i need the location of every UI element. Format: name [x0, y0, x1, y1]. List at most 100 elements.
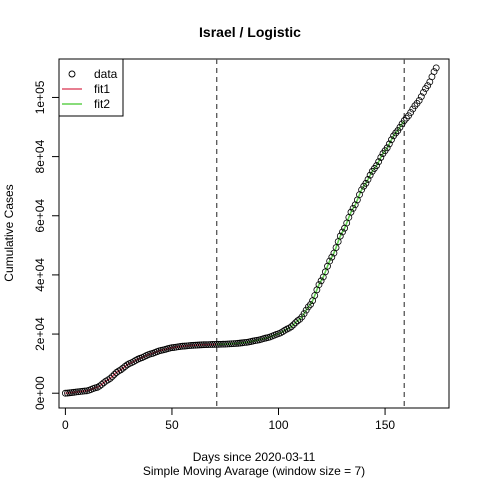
data-point: [66, 389, 74, 397]
data-point: [219, 340, 227, 348]
data-point: [232, 340, 240, 347]
data-point: [417, 93, 425, 101]
data-point: [432, 64, 440, 72]
series-line-fit1: [65, 343, 217, 395]
x-tick-label: 50: [165, 418, 179, 432]
data-point: [392, 129, 400, 137]
legend-label-data: data: [94, 67, 118, 81]
data-point: [241, 339, 248, 346]
data-point: [304, 303, 312, 311]
x-tick-label: 0: [62, 418, 69, 432]
data-point: [68, 389, 76, 396]
data-point: [349, 204, 357, 212]
data-point: [79, 387, 86, 395]
data-point: [119, 364, 127, 372]
series-line-fit2: [216, 120, 405, 346]
series-layer: [61, 64, 440, 397]
data-point: [168, 344, 176, 352]
data-point: [364, 176, 372, 183]
data-point: [70, 388, 78, 396]
data-point: [196, 341, 204, 349]
data-point: [251, 337, 259, 345]
data-point: [228, 340, 236, 348]
y-tick-label: 4e+04: [33, 258, 47, 292]
y-axis: 0e+00 2e+04 4e+04 6e+04 8e+04 1e+05: [33, 80, 60, 410]
data-point: [400, 117, 408, 124]
data-point: [226, 340, 233, 348]
data-point: [307, 301, 314, 308]
data-point: [170, 344, 178, 351]
data-point: [61, 389, 69, 397]
data-point: [292, 319, 299, 327]
data-point: [238, 339, 246, 347]
data-point: [366, 171, 374, 179]
y-tick-label: 8e+04: [33, 139, 47, 173]
data-point: [72, 388, 80, 396]
data-point: [396, 123, 404, 131]
data-point: [424, 82, 432, 90]
legend-label-fit2: fit2: [94, 97, 110, 111]
data-point: [234, 339, 242, 347]
data-point: [209, 341, 216, 348]
x-tick-label: 100: [268, 418, 288, 432]
data-point: [373, 162, 380, 169]
y-tick-label: 1e+05: [33, 80, 47, 114]
data-point: [328, 253, 336, 261]
data-point: [402, 114, 410, 122]
data-point: [185, 342, 193, 350]
y-tick-label: 6e+04: [33, 199, 47, 233]
data-point: [294, 317, 302, 325]
data-point: [315, 281, 323, 289]
data-point: [236, 339, 244, 347]
data-point: [385, 140, 393, 148]
data-point: [388, 136, 395, 144]
data-point: [64, 389, 71, 397]
data-point: [189, 341, 197, 349]
data-point: [290, 321, 297, 329]
data-point: [362, 179, 370, 187]
y-tick-label: 0e+00: [33, 376, 47, 410]
data-point: [223, 340, 231, 348]
data-point: [76, 388, 84, 395]
data-point: [181, 342, 189, 350]
data-point: [415, 97, 423, 104]
data-point: [191, 341, 199, 349]
data-point: [383, 144, 391, 152]
data-point: [300, 310, 308, 318]
data-point: [179, 342, 187, 350]
data-point: [104, 376, 112, 384]
data-point: [183, 342, 191, 350]
y-axis-label: Cumulative Cases: [2, 184, 16, 281]
data-point: [332, 244, 340, 251]
data-point: [420, 88, 427, 96]
data-point: [296, 315, 304, 323]
legend-label-fit1: fit1: [94, 82, 110, 96]
data-point: [213, 340, 221, 348]
data-point: [81, 387, 88, 395]
data-point: [375, 158, 383, 166]
data-point: [358, 186, 366, 194]
data-point: [221, 340, 229, 348]
x-axis-label: Days since 2020-03-11: [193, 450, 316, 464]
data-point: [74, 388, 82, 396]
data-point: [106, 375, 114, 382]
data-point: [111, 371, 118, 378]
data-point: [230, 340, 238, 348]
data-point: [317, 277, 325, 285]
data-point: [174, 343, 182, 351]
data-point: [177, 343, 184, 350]
data-point: [194, 341, 201, 349]
data-point: [287, 323, 295, 331]
chart-subtitle: Simple Moving Avarage (window size = 7): [143, 464, 365, 478]
y-tick-label: 2e+04: [33, 317, 47, 351]
data-point: [430, 68, 438, 76]
data-point: [336, 232, 344, 240]
data-point: [339, 228, 346, 236]
data-point: [108, 373, 116, 380]
data-point: [96, 382, 103, 390]
data-point: [407, 109, 415, 116]
data-point: [285, 324, 293, 332]
data-point: [326, 257, 334, 265]
